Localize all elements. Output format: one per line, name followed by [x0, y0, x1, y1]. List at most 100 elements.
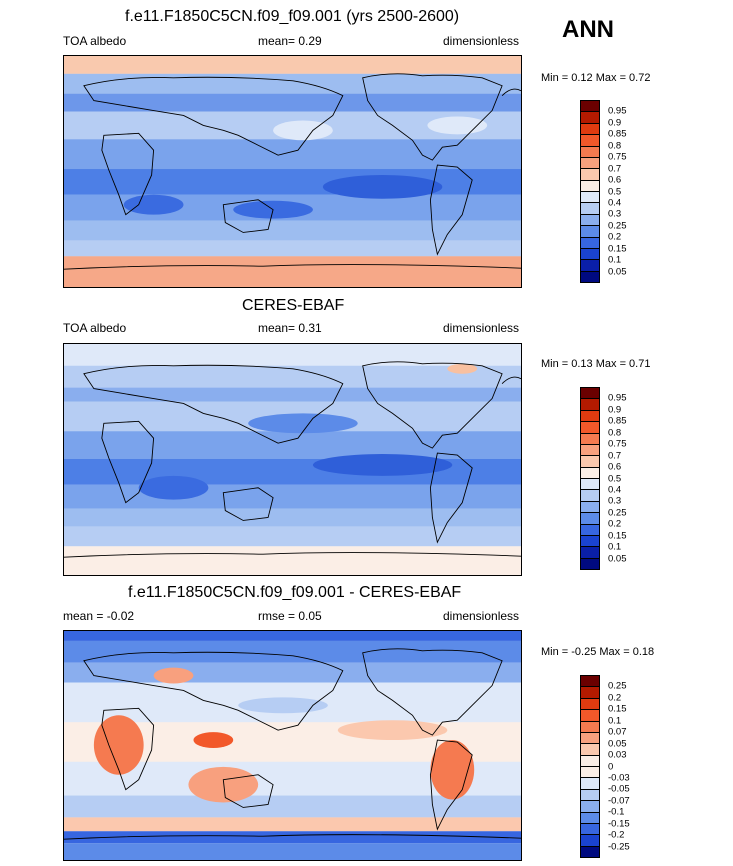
- colorbar-swatch: [581, 444, 599, 457]
- colorbar-swatch: [581, 112, 599, 124]
- colorbar-tick-label: -0.03: [608, 772, 630, 784]
- colorbar-tick-label: 0.05: [608, 553, 627, 565]
- panel1-map-field: [64, 56, 521, 287]
- colorbar-swatch: [581, 778, 599, 790]
- colorbar-swatch: [581, 226, 599, 238]
- panel2-mean-label: mean= 0.31: [258, 321, 322, 335]
- colorbar-swatch: [581, 535, 599, 548]
- colorbar-swatch: [581, 237, 599, 249]
- colorbar-swatch: [581, 846, 599, 857]
- colorbar-tick-label: 0: [608, 761, 614, 772]
- colorbar-swatch: [581, 823, 599, 836]
- colorbar-tick-label: -0.05: [608, 783, 630, 795]
- colorbar-swatch: [581, 180, 599, 192]
- season-label: ANN: [562, 16, 614, 43]
- colorbar-swatch: [581, 271, 599, 282]
- colorbar-swatch: [581, 433, 599, 445]
- colorbar-swatch: [581, 422, 599, 434]
- colorbar-tick-label: 0.7: [608, 450, 622, 462]
- colorbar-tick-label: -0.1: [608, 806, 625, 818]
- panel1-title: f.e11.F1850C5CN.f09_f09.001 (yrs 2500-26…: [125, 8, 460, 25]
- colorbar-swatch: [581, 721, 599, 733]
- colorbar-tick-label: 0.4: [608, 484, 622, 496]
- colorbar-swatch: [581, 388, 599, 400]
- colorbar-swatch: [581, 214, 599, 227]
- colorbar-tick-label: 0.25: [608, 507, 627, 519]
- colorbar-swatch: [581, 547, 599, 559]
- colorbar-swatch: [581, 789, 599, 802]
- colorbar-tick-label: -0.25: [608, 841, 630, 853]
- panel1-colorbar: [580, 100, 600, 283]
- colorbar-tick-label: 0.85: [608, 128, 627, 140]
- colorbar-tick-label: 0.7: [608, 163, 622, 175]
- panel2-title: CERES-EBAF: [242, 297, 345, 314]
- panel3-rmse-label: rmse = 0.05: [258, 609, 322, 623]
- panel2-colorbar: [580, 387, 600, 570]
- colorbar-tick-label: 0.15: [608, 243, 627, 255]
- colorbar-swatch: [581, 732, 599, 745]
- colorbar-swatch: [581, 479, 599, 491]
- colorbar-tick-label: 0.85: [608, 415, 627, 427]
- colorbar-tick-label: 0.15: [608, 703, 627, 715]
- panel1-minmax: Min = 0.12 Max = 0.72: [541, 72, 651, 84]
- panel3-colorbar: [580, 675, 600, 858]
- colorbar-tick-label: 0.95: [608, 105, 627, 117]
- colorbar-tick-label: 0.75: [608, 151, 627, 163]
- panel1-units-label: dimensionless: [443, 34, 520, 48]
- colorbar-swatch: [581, 410, 599, 423]
- colorbar-tick-label: 0.95: [608, 392, 627, 404]
- colorbar-swatch: [581, 812, 599, 824]
- panel1-map: [63, 55, 522, 288]
- colorbar-swatch: [581, 513, 599, 525]
- colorbar-swatch: [581, 123, 599, 136]
- colorbar-swatch: [581, 524, 599, 536]
- colorbar-tick-label: 0.25: [608, 680, 627, 692]
- colorbar-swatch: [581, 835, 599, 847]
- colorbar-swatch: [581, 456, 599, 468]
- colorbar-swatch: [581, 260, 599, 272]
- colorbar-tick-label: 0.1: [608, 541, 622, 553]
- colorbar-tick-label: 0.5: [608, 473, 622, 484]
- colorbar-tick-label: 0.9: [608, 404, 622, 416]
- colorbar-tick-label: 0.9: [608, 117, 622, 129]
- colorbar-tick-label: 0.25: [608, 220, 627, 232]
- colorbar-swatch: [581, 676, 599, 688]
- colorbar-tick-label: 0.05: [608, 266, 627, 278]
- colorbar-swatch: [581, 687, 599, 699]
- panel2-units-label: dimensionless: [443, 321, 520, 335]
- panel2-map-field: [64, 344, 521, 575]
- colorbar-tick-label: 0.4: [608, 197, 622, 209]
- panel3-minmax: Min = -0.25 Max = 0.18: [541, 646, 655, 658]
- panel3-units-label: dimensionless: [443, 609, 520, 623]
- colorbar-tick-label: -0.2: [608, 829, 625, 841]
- colorbar-swatch: [581, 169, 599, 181]
- colorbar-swatch: [581, 101, 599, 113]
- colorbar-tick-label: 0.6: [608, 174, 622, 186]
- colorbar-tick-label: 0.2: [608, 231, 622, 243]
- panel3-map-field: [64, 631, 521, 860]
- colorbar-tick-label: 0.1: [608, 715, 622, 727]
- panel2-minmax: Min = 0.13 Max = 0.71: [541, 358, 651, 370]
- panel2-variable-label: TOA albedo: [63, 321, 127, 335]
- colorbar-swatch: [581, 558, 599, 569]
- colorbar-tick-label: 0.05: [608, 738, 627, 750]
- colorbar-tick-label: 0.3: [608, 208, 622, 220]
- colorbar-tick-label: 0.75: [608, 438, 627, 450]
- colorbar-tick-label: 0.1: [608, 254, 622, 266]
- colorbar-swatch: [581, 801, 599, 813]
- colorbar-swatch: [581, 501, 599, 514]
- colorbar-swatch: [581, 157, 599, 170]
- colorbar-tick-label: -0.15: [608, 818, 630, 830]
- panel2-map: [63, 343, 522, 576]
- colorbar-swatch: [581, 710, 599, 722]
- colorbar-tick-label: 0.03: [608, 749, 627, 761]
- colorbar-tick-label: 0.8: [608, 427, 622, 439]
- colorbar-tick-label: 0.3: [608, 495, 622, 507]
- panel1-variable-label: TOA albedo: [63, 34, 127, 48]
- panel3-mean-label: mean = -0.02: [63, 609, 135, 623]
- colorbar-swatch: [581, 490, 599, 502]
- panel3-map: [63, 630, 522, 861]
- colorbar-tick-label: 0.07: [608, 726, 627, 738]
- colorbar-tick-label: 0.8: [608, 140, 622, 152]
- colorbar-swatch: [581, 767, 599, 779]
